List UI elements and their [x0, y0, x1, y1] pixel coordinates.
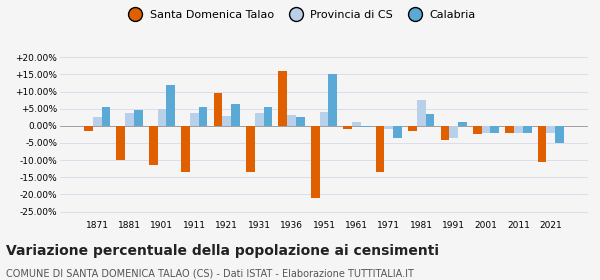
- Bar: [214, 93, 223, 126]
- Bar: [116, 126, 125, 160]
- Bar: [255, 113, 263, 126]
- Bar: [134, 110, 143, 126]
- Bar: [101, 107, 110, 126]
- Bar: [263, 107, 272, 126]
- Bar: [408, 126, 417, 131]
- Bar: [458, 122, 467, 126]
- Bar: [181, 126, 190, 172]
- Bar: [385, 126, 393, 129]
- Bar: [287, 115, 296, 126]
- Bar: [311, 126, 320, 198]
- Bar: [538, 126, 547, 162]
- Bar: [490, 126, 499, 133]
- Bar: [149, 126, 158, 165]
- Bar: [231, 104, 240, 126]
- Bar: [361, 126, 370, 127]
- Bar: [125, 113, 134, 126]
- Bar: [523, 126, 532, 133]
- Bar: [514, 126, 523, 133]
- Bar: [296, 116, 305, 126]
- Bar: [482, 126, 490, 133]
- Bar: [393, 126, 402, 138]
- Bar: [93, 117, 101, 126]
- Bar: [166, 85, 175, 126]
- Bar: [352, 122, 361, 126]
- Bar: [190, 113, 199, 126]
- Bar: [223, 116, 231, 126]
- Legend: Santa Domenica Talao, Provincia di CS, Calabria: Santa Domenica Talao, Provincia di CS, C…: [119, 6, 481, 24]
- Text: Variazione percentuale della popolazione ai censimenti: Variazione percentuale della popolazione…: [6, 244, 439, 258]
- Bar: [343, 126, 352, 129]
- Bar: [199, 107, 208, 126]
- Bar: [328, 74, 337, 126]
- Bar: [473, 126, 482, 134]
- Bar: [158, 109, 166, 126]
- Bar: [547, 126, 555, 133]
- Bar: [555, 126, 564, 143]
- Bar: [505, 126, 514, 133]
- Bar: [84, 126, 93, 131]
- Bar: [440, 126, 449, 139]
- Bar: [425, 114, 434, 126]
- Bar: [278, 71, 287, 126]
- Bar: [417, 100, 425, 126]
- Bar: [320, 112, 328, 126]
- Bar: [376, 126, 385, 172]
- Bar: [449, 126, 458, 138]
- Text: COMUNE DI SANTA DOMENICA TALAO (CS) - Dati ISTAT - Elaborazione TUTTITALIA.IT: COMUNE DI SANTA DOMENICA TALAO (CS) - Da…: [6, 269, 414, 279]
- Bar: [246, 126, 255, 172]
